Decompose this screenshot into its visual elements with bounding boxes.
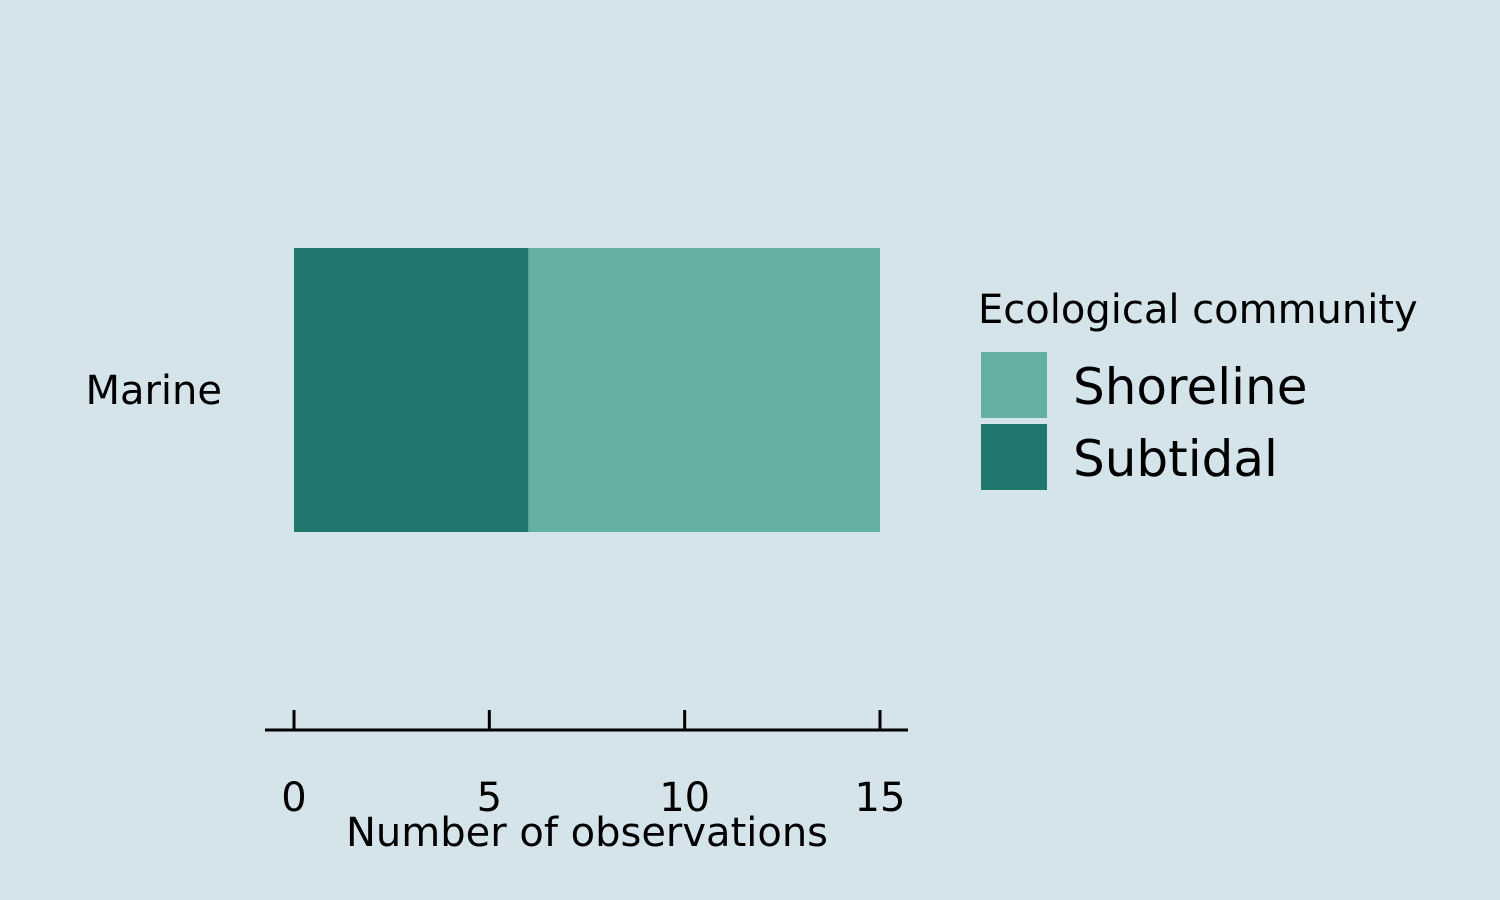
bar-shoreline-marine xyxy=(528,248,880,532)
category-labels: Marine xyxy=(85,368,222,414)
x-tick-label-0: 0 xyxy=(281,775,306,821)
x-axis: 0 5 10 15 xyxy=(265,710,908,821)
legend-title: Ecological community xyxy=(978,287,1418,333)
bar-subtidal-marine xyxy=(294,248,529,532)
x-tick-label-15: 15 xyxy=(855,775,906,821)
legend-label-subtidal: Subtidal xyxy=(1073,430,1278,488)
legend: Ecological community Shoreline Subtidal xyxy=(978,287,1418,490)
bars-group xyxy=(294,248,880,532)
legend-swatch-subtidal xyxy=(981,424,1047,490)
legend-label-shoreline: Shoreline xyxy=(1073,358,1307,416)
category-label-marine: Marine xyxy=(85,368,222,414)
x-tick-label-5: 5 xyxy=(477,775,502,821)
x-axis-label: Number of observations xyxy=(346,810,828,856)
legend-swatch-shoreline xyxy=(981,352,1047,418)
x-tick-label-10: 10 xyxy=(659,775,710,821)
